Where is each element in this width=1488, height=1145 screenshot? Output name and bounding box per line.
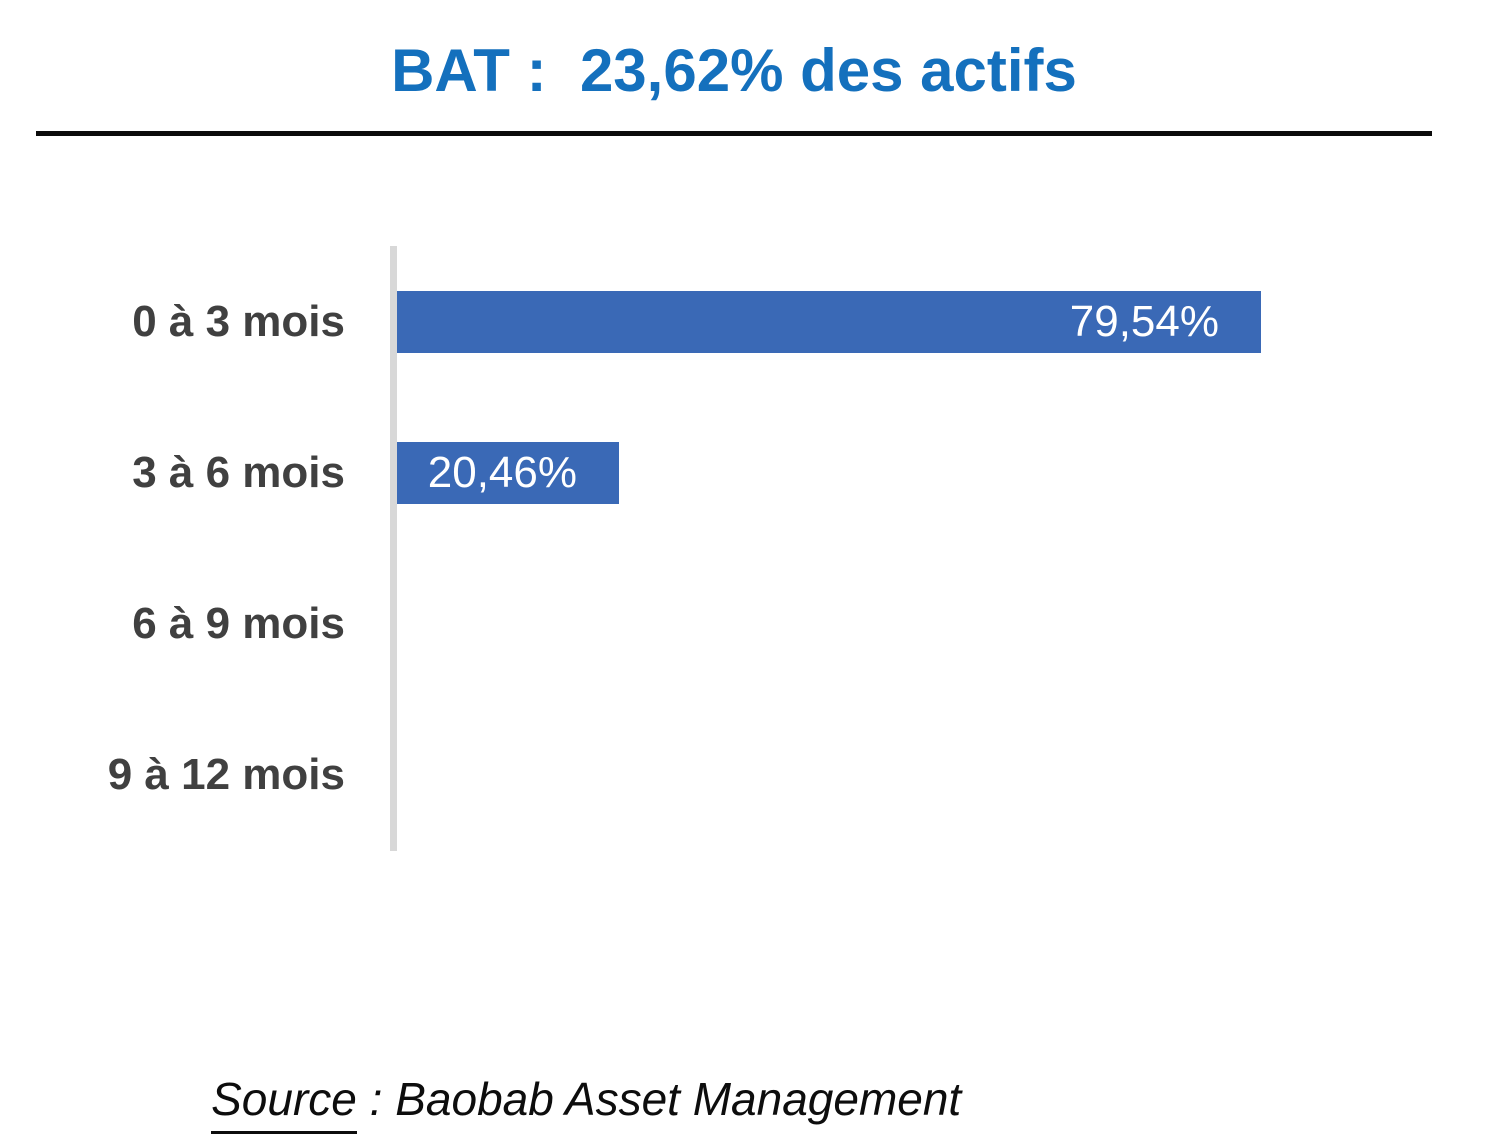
source-note: Source : Baobab Asset Management [160,1018,961,1145]
chart-rows: 0 à 3 mois 79,54% 3 à 6 mois 20,46% 6 à 9 mo… [0,246,1488,851]
y-axis-line [390,246,397,851]
category-label: 3 à 6 mois [132,447,345,497]
bar-track [397,744,1488,806]
title-divider [36,131,1432,136]
chart-row: 6 à 9 mois [0,549,1488,700]
bar-value-label: 79,54% [1069,296,1219,346]
bar-track: 79,54% [397,290,1488,353]
category-label: 9 à 12 mois [107,750,345,800]
chart-title: BAT : 23,62% des actifs [391,37,1077,104]
bar-track [397,593,1488,655]
source-text: : Baobab Asset Management [356,1073,962,1125]
source-label: Source [211,1072,357,1134]
chart-row: 3 à 6 mois 20,46% [0,397,1488,548]
chart-row: 0 à 3 mois 79,54% [0,246,1488,397]
category-label: 6 à 9 mois [132,599,345,649]
category-label: 0 à 3 mois [132,296,345,346]
bar-chart: 0 à 3 mois 79,54% 3 à 6 mois 20,46% 6 à 9 mo… [0,246,1488,851]
bar-track: 20,46% [397,441,1488,504]
bar-value-label: 20,46% [427,447,577,497]
bar: 79,54% [397,290,1261,353]
bar: 20,46% [397,441,619,504]
chart-row: 9 à 12 mois [0,700,1488,851]
